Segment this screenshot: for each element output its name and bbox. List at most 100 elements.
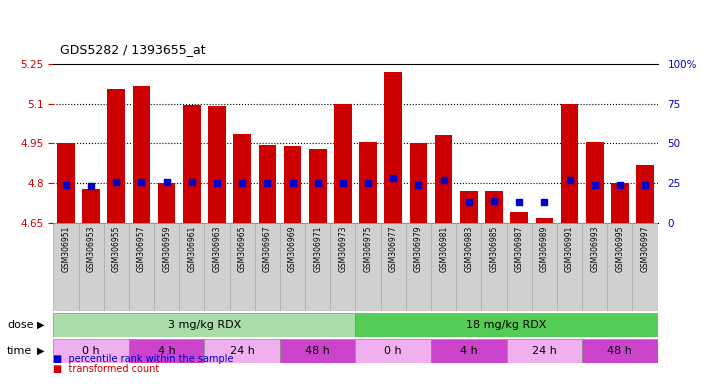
Text: GSM306985: GSM306985 bbox=[489, 226, 498, 272]
Bar bbox=[233, 134, 251, 223]
Bar bbox=[510, 212, 528, 223]
Text: 3 mg/kg RDX: 3 mg/kg RDX bbox=[168, 320, 241, 330]
Bar bbox=[158, 183, 176, 223]
Text: GDS5282 / 1393655_at: GDS5282 / 1393655_at bbox=[60, 43, 206, 56]
Text: GSM306983: GSM306983 bbox=[464, 226, 474, 272]
Point bbox=[287, 180, 298, 186]
Text: 48 h: 48 h bbox=[607, 346, 632, 356]
FancyBboxPatch shape bbox=[205, 339, 280, 363]
FancyBboxPatch shape bbox=[380, 223, 406, 311]
FancyBboxPatch shape bbox=[633, 223, 658, 311]
FancyBboxPatch shape bbox=[431, 339, 506, 363]
Bar bbox=[586, 142, 604, 223]
Point bbox=[539, 199, 550, 205]
Text: GSM306967: GSM306967 bbox=[263, 226, 272, 272]
Text: GSM306989: GSM306989 bbox=[540, 226, 549, 272]
Text: GSM306963: GSM306963 bbox=[213, 226, 222, 272]
Point bbox=[85, 184, 97, 190]
Point bbox=[463, 199, 474, 205]
Point bbox=[237, 180, 248, 186]
FancyBboxPatch shape bbox=[532, 223, 557, 311]
Bar bbox=[309, 149, 326, 223]
Bar bbox=[435, 136, 452, 223]
Text: 18 mg/kg RDX: 18 mg/kg RDX bbox=[466, 320, 547, 330]
Text: GSM306959: GSM306959 bbox=[162, 226, 171, 272]
Text: GSM306957: GSM306957 bbox=[137, 226, 146, 272]
Text: 48 h: 48 h bbox=[305, 346, 330, 356]
Point bbox=[186, 179, 198, 185]
FancyBboxPatch shape bbox=[557, 223, 582, 311]
Point bbox=[614, 182, 626, 188]
FancyBboxPatch shape bbox=[205, 223, 230, 311]
FancyBboxPatch shape bbox=[129, 339, 205, 363]
Bar bbox=[284, 146, 301, 223]
FancyBboxPatch shape bbox=[305, 223, 331, 311]
Point bbox=[363, 180, 374, 186]
Point bbox=[413, 182, 424, 188]
FancyBboxPatch shape bbox=[78, 223, 104, 311]
Text: ▶: ▶ bbox=[37, 346, 45, 356]
Text: ■  percentile rank within the sample: ■ percentile rank within the sample bbox=[53, 354, 234, 364]
Text: GSM306987: GSM306987 bbox=[515, 226, 524, 272]
FancyBboxPatch shape bbox=[255, 223, 280, 311]
FancyBboxPatch shape bbox=[179, 223, 205, 311]
Point bbox=[111, 179, 122, 185]
Bar bbox=[535, 218, 553, 223]
Text: 4 h: 4 h bbox=[158, 346, 176, 356]
Point bbox=[438, 177, 449, 183]
Point bbox=[488, 198, 500, 204]
Bar bbox=[485, 191, 503, 223]
Text: 4 h: 4 h bbox=[460, 346, 478, 356]
FancyBboxPatch shape bbox=[607, 223, 633, 311]
Text: GSM306973: GSM306973 bbox=[338, 226, 348, 272]
Bar bbox=[82, 189, 100, 223]
Text: 0 h: 0 h bbox=[385, 346, 402, 356]
Point bbox=[60, 182, 72, 188]
FancyBboxPatch shape bbox=[406, 223, 431, 311]
FancyBboxPatch shape bbox=[230, 223, 255, 311]
FancyBboxPatch shape bbox=[506, 339, 582, 363]
Bar bbox=[208, 106, 226, 223]
Bar bbox=[133, 86, 150, 223]
Text: GSM306991: GSM306991 bbox=[565, 226, 574, 272]
FancyBboxPatch shape bbox=[506, 223, 532, 311]
Text: 24 h: 24 h bbox=[532, 346, 557, 356]
Text: GSM306981: GSM306981 bbox=[439, 226, 448, 272]
Text: GSM306995: GSM306995 bbox=[616, 226, 624, 272]
Text: GSM306997: GSM306997 bbox=[641, 226, 650, 272]
FancyBboxPatch shape bbox=[53, 339, 129, 363]
FancyBboxPatch shape bbox=[356, 313, 658, 337]
Text: time: time bbox=[7, 346, 33, 356]
Bar bbox=[259, 145, 276, 223]
Text: GSM306951: GSM306951 bbox=[61, 226, 70, 272]
FancyBboxPatch shape bbox=[481, 223, 506, 311]
Text: GSM306961: GSM306961 bbox=[187, 226, 196, 272]
FancyBboxPatch shape bbox=[280, 339, 356, 363]
Point bbox=[564, 177, 575, 183]
FancyBboxPatch shape bbox=[154, 223, 179, 311]
Bar bbox=[359, 142, 377, 223]
FancyBboxPatch shape bbox=[280, 223, 305, 311]
FancyBboxPatch shape bbox=[104, 223, 129, 311]
Point bbox=[211, 180, 223, 186]
Bar bbox=[611, 183, 629, 223]
Bar bbox=[183, 105, 201, 223]
Text: GSM306955: GSM306955 bbox=[112, 226, 121, 272]
Bar bbox=[107, 89, 125, 223]
Point bbox=[513, 199, 525, 205]
FancyBboxPatch shape bbox=[582, 339, 658, 363]
FancyBboxPatch shape bbox=[129, 223, 154, 311]
Text: GSM306965: GSM306965 bbox=[237, 226, 247, 272]
FancyBboxPatch shape bbox=[456, 223, 481, 311]
Text: GSM306993: GSM306993 bbox=[590, 226, 599, 272]
Text: GSM306975: GSM306975 bbox=[363, 226, 373, 272]
Bar bbox=[334, 104, 352, 223]
Text: GSM306971: GSM306971 bbox=[314, 226, 322, 272]
Point bbox=[589, 182, 600, 188]
Text: 24 h: 24 h bbox=[230, 346, 255, 356]
Text: ▶: ▶ bbox=[37, 320, 45, 330]
FancyBboxPatch shape bbox=[356, 339, 431, 363]
Point bbox=[387, 175, 399, 182]
Text: GSM306953: GSM306953 bbox=[87, 226, 95, 272]
Point bbox=[136, 179, 147, 185]
